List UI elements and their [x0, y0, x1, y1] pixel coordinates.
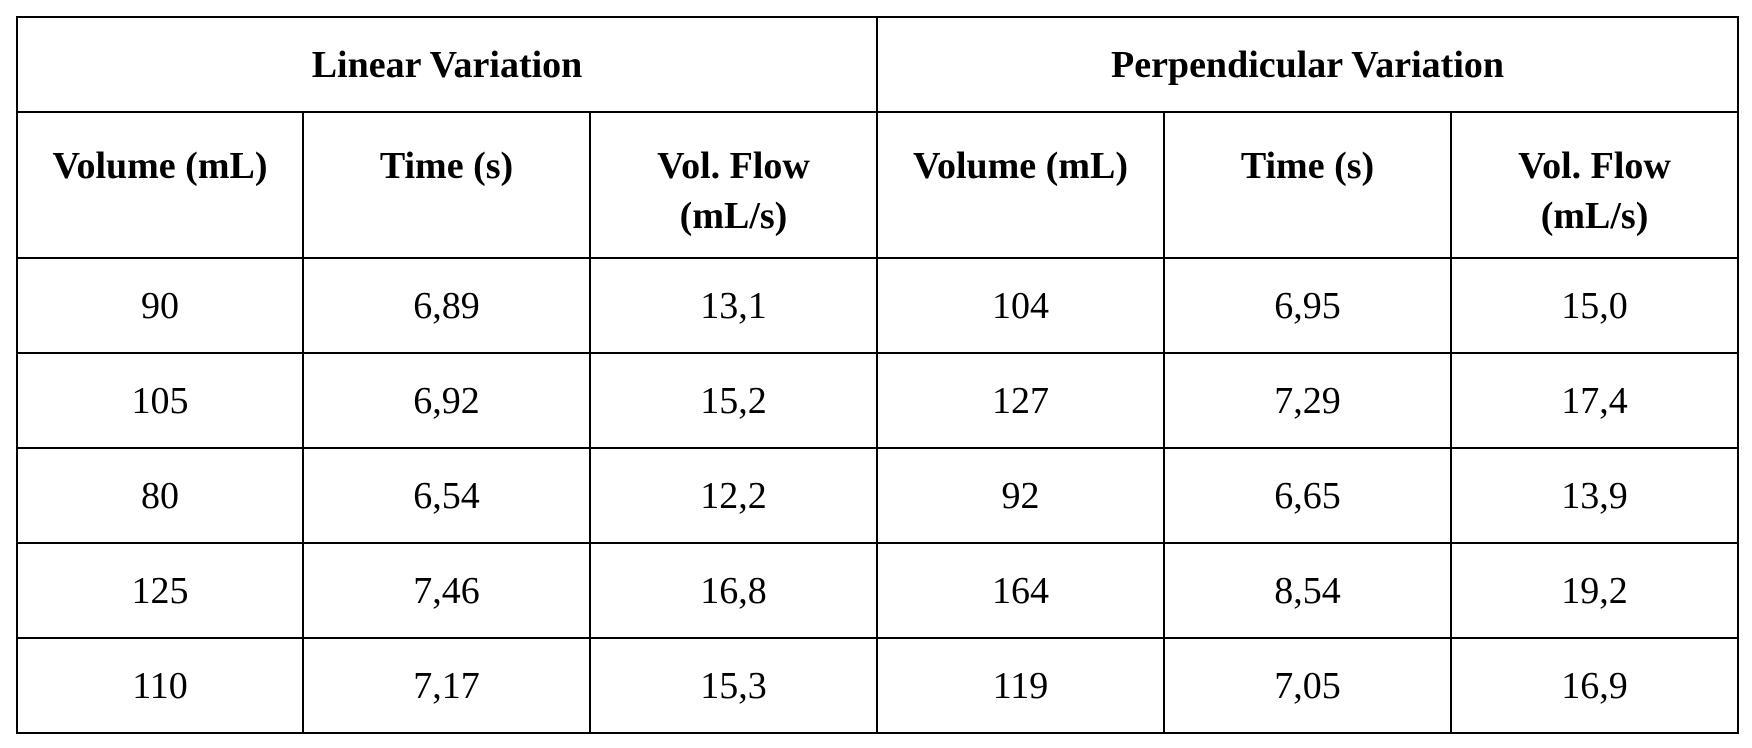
- table-row: 105 6,92 15,2 127 7,29 17,4: [16, 352, 1740, 449]
- perpendicular-volume-cell: 119: [876, 637, 1165, 734]
- linear-time-cell: 6,89: [302, 257, 591, 354]
- table-row: 80 6,54 12,2 92 6,65 13,9: [16, 447, 1740, 544]
- table-row: 125 7,46 16,8 164 8,54 19,2: [16, 542, 1740, 639]
- perpendicular-volume-header: Volume (mL): [876, 111, 1165, 259]
- perpendicular-time-cell: 7,05: [1163, 637, 1452, 734]
- linear-volume-cell: 90: [16, 257, 304, 354]
- linear-time-cell: 7,46: [302, 542, 591, 639]
- linear-volume-cell: 125: [16, 542, 304, 639]
- perpendicular-volume-cell: 92: [876, 447, 1165, 544]
- perpendicular-volume-cell: 164: [876, 542, 1165, 639]
- linear-variation-header: Linear Variation: [16, 16, 878, 113]
- linear-flow-cell: 15,2: [589, 352, 878, 449]
- linear-flow-cell: 16,8: [589, 542, 878, 639]
- linear-time-header: Time (s): [302, 111, 591, 259]
- linear-volume-cell: 110: [16, 637, 304, 734]
- linear-volume-cell: 105: [16, 352, 304, 449]
- group-header-row: Linear Variation Perpendicular Variation: [16, 16, 1740, 113]
- table-row: 110 7,17 15,3 119 7,05 16,9: [16, 637, 1740, 734]
- perpendicular-flow-header: Vol. Flow (mL/s): [1449, 111, 1740, 259]
- flow-header-line2: (mL/s): [1540, 195, 1649, 237]
- linear-flow-cell: 15,3: [589, 637, 878, 734]
- perpendicular-volume-cell: 104: [876, 257, 1165, 354]
- perpendicular-time-cell: 8,54: [1163, 542, 1452, 639]
- perpendicular-flow-cell: 13,9: [1449, 447, 1740, 544]
- linear-time-cell: 6,54: [302, 447, 591, 544]
- flow-header-line2: (mL/s): [679, 195, 788, 237]
- table-row: 90 6,89 13,1 104 6,95 15,0: [16, 257, 1740, 354]
- linear-flow-header: Vol. Flow (mL/s): [589, 111, 878, 259]
- linear-time-cell: 7,17: [302, 637, 591, 734]
- perpendicular-variation-header: Perpendicular Variation: [875, 16, 1740, 113]
- perpendicular-flow-cell: 17,4: [1449, 352, 1740, 449]
- flow-header-line1: Vol. Flow: [1518, 145, 1671, 187]
- flow-header-line1: Vol. Flow: [657, 145, 810, 187]
- linear-flow-cell: 12,2: [589, 447, 878, 544]
- linear-time-cell: 6,92: [302, 352, 591, 449]
- perpendicular-flow-cell: 19,2: [1449, 542, 1740, 639]
- perpendicular-flow-cell: 15,0: [1449, 257, 1740, 354]
- perpendicular-flow-cell: 16,9: [1449, 637, 1740, 734]
- linear-volume-header: Volume (mL): [16, 111, 304, 259]
- flow-data-table: Linear Variation Perpendicular Variation…: [16, 16, 1740, 734]
- perpendicular-time-header: Time (s): [1163, 111, 1452, 259]
- linear-flow-cell: 13,1: [589, 257, 878, 354]
- column-header-row: Volume (mL) Time (s) Vol. Flow (mL/s) Vo…: [16, 111, 1740, 259]
- perpendicular-time-cell: 6,95: [1163, 257, 1452, 354]
- perpendicular-volume-cell: 127: [876, 352, 1165, 449]
- perpendicular-time-cell: 6,65: [1163, 447, 1452, 544]
- linear-volume-cell: 80: [16, 447, 304, 544]
- perpendicular-time-cell: 7,29: [1163, 352, 1452, 449]
